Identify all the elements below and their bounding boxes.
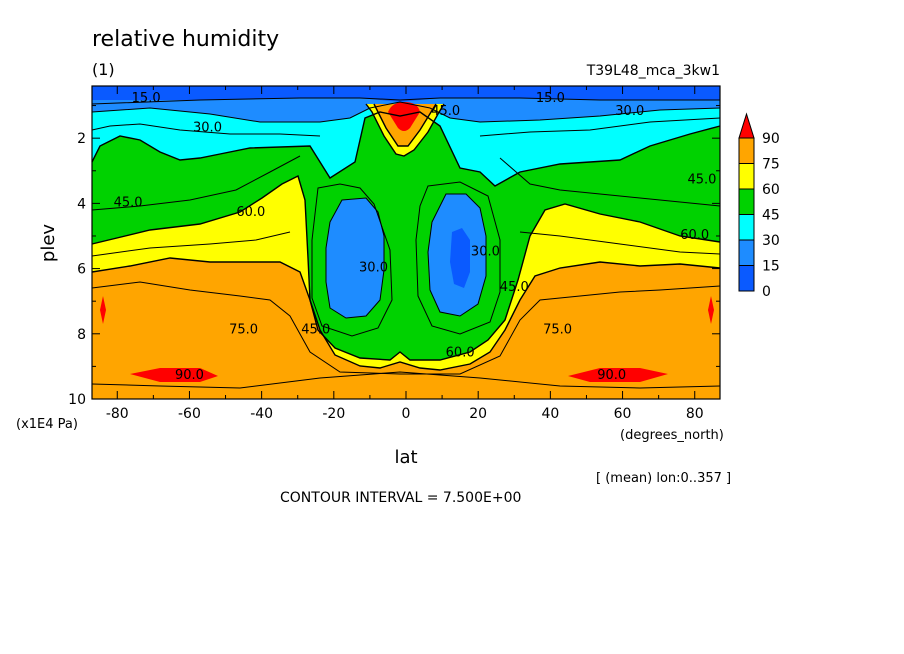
colorbar-extend-arrow	[738, 112, 755, 139]
colorbar-label: 15	[762, 259, 780, 275]
contour-37-south	[311, 183, 393, 337]
colorbar-swatch	[738, 214, 755, 241]
x-tick-label: -80	[106, 406, 129, 422]
run-id-label: T39L48_mca_3kw1	[586, 63, 720, 79]
surface-red-sliver-s	[100, 296, 106, 324]
x-tick-label: 20	[469, 406, 487, 422]
mean-note: [ (mean) lon:0..357 ]	[596, 471, 731, 486]
x-tick-label: -60	[178, 406, 201, 422]
y-axis-label: plev	[38, 224, 59, 263]
chart-subtitle: (1)	[92, 60, 115, 79]
contour-37-upper-n	[479, 117, 721, 137]
contour-7	[91, 97, 720, 105]
x-tick-label: -40	[250, 406, 273, 422]
contour-interval-label: CONTOUR INTERVAL = 7.500E+00	[280, 490, 521, 506]
contour-37-upper-s	[91, 123, 321, 137]
contour-label: 75.0	[229, 323, 258, 338]
dry-cell-south	[326, 198, 384, 318]
contour-label: 15.0	[536, 91, 565, 106]
contour-52-s	[91, 155, 301, 211]
y-tick-label: 2	[77, 131, 86, 147]
x-tick-label: 80	[686, 406, 704, 422]
contour-label: 45.0	[301, 323, 330, 338]
contour-82	[91, 281, 721, 375]
colorbar-label: 90	[762, 131, 780, 147]
contour-37-north	[415, 181, 501, 335]
plot-area: 15.0 30.0 45.0 60.0 75.0 90.0 30.0 45.0 45.0 30.0…	[91, 85, 721, 400]
contour-label: 60.0	[236, 205, 265, 220]
chart-title: relative humidity	[92, 27, 279, 52]
surface-red-sliver-n	[708, 296, 714, 324]
contour-label: 30.0	[615, 104, 644, 119]
surface-red-north	[568, 368, 668, 382]
band-75-90	[92, 258, 720, 399]
y-tick-label: 8	[77, 327, 86, 343]
contour-label: 75.0	[543, 323, 572, 338]
contour-label: 30.0	[471, 244, 500, 259]
dry-cell-north-core	[450, 228, 470, 288]
x-axis-label: lat	[394, 447, 417, 468]
contour-lines	[91, 97, 721, 389]
contour-label: 90.0	[175, 368, 204, 383]
contour-label: 60.0	[680, 228, 709, 243]
contour-dry-north	[427, 193, 487, 317]
colorbar-label: 30	[762, 233, 780, 249]
contour-67-s	[91, 231, 291, 257]
contour-label: 45.0	[431, 104, 460, 119]
contour-label: 60.0	[446, 345, 475, 360]
colorbar-label: 75	[762, 157, 780, 173]
contour-near-surface	[91, 371, 721, 389]
x-axis: -80 -60 -40 -20 0 20 40 60 80	[106, 86, 704, 422]
contour-15	[91, 101, 721, 123]
contour-label: 30.0	[193, 120, 222, 135]
contour-75	[91, 257, 721, 371]
y-tick-label: 4	[77, 196, 86, 212]
x-axis-units: (degrees_north)	[620, 428, 724, 443]
colorbar: 0 15 30 45 60 75 90	[738, 112, 780, 300]
contour-60-tower	[365, 103, 445, 157]
colorbar-swatch	[738, 188, 755, 215]
contour-label: 45.0	[500, 280, 529, 295]
contour-67-n	[519, 231, 721, 255]
surface-red-south	[130, 368, 218, 382]
y-tick-label: 6	[77, 262, 86, 278]
contour-label: 45.0	[687, 173, 716, 188]
colorbar-label: 60	[762, 182, 780, 198]
contour-label: 15.0	[132, 91, 161, 106]
colorbar-swatch	[738, 137, 755, 164]
y-axis-units: (x1E4 Pa)	[16, 417, 78, 432]
contour-52-n	[499, 157, 721, 207]
tropical-peak	[388, 102, 420, 131]
y-tick-label: 10	[68, 392, 86, 408]
colorbar-swatch	[738, 163, 755, 190]
colorbar-label: 45	[762, 208, 780, 224]
contour-label: 30.0	[359, 261, 388, 276]
contour-label: 90.0	[597, 368, 626, 383]
x-tick-label: -20	[322, 406, 345, 422]
x-tick-label: 40	[541, 406, 559, 422]
y-axis: 2 4 6 8 10	[68, 105, 720, 408]
contour-label: 45.0	[114, 195, 143, 210]
contour-75-tower	[373, 103, 437, 147]
contour-dry-south	[325, 197, 385, 319]
colorbar-swatch	[738, 265, 755, 292]
colorbar-swatch	[738, 239, 755, 266]
contour-60	[91, 174, 721, 361]
x-tick-label: 60	[614, 406, 632, 422]
x-tick-label: 0	[402, 406, 411, 422]
colorbar-label: 0	[762, 284, 771, 300]
contour-30	[91, 111, 721, 187]
contour-labels: 15.0 30.0 45.0 60.0 75.0 90.0 30.0 45.0 45.0 30.0…	[114, 91, 717, 383]
